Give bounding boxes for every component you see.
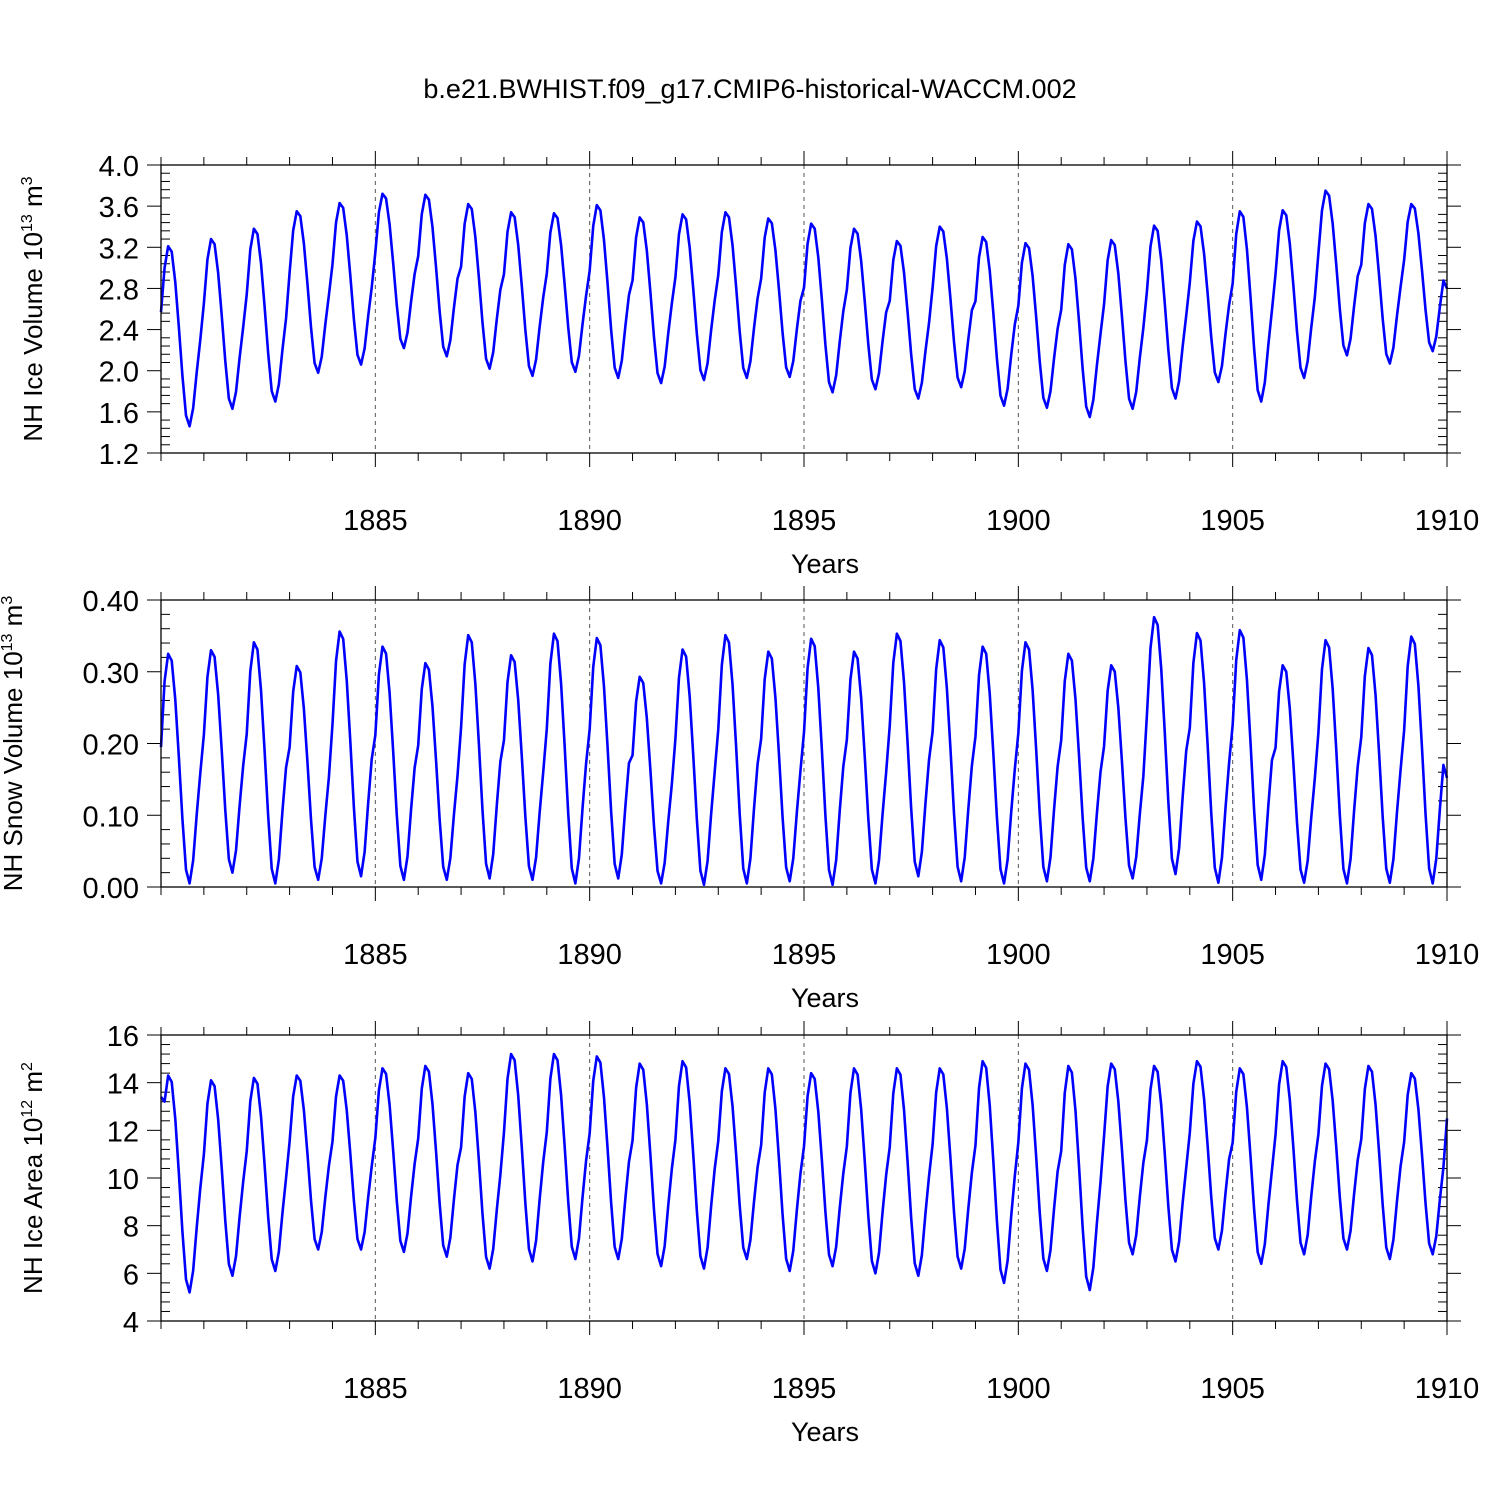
x-tick-label: 1885 (343, 1373, 408, 1405)
plot-frame (160, 1034, 1448, 1322)
x-tick-label: 1910 (1415, 505, 1480, 537)
y-tick-label: 2.0 (99, 357, 139, 389)
x-tick-label: 1885 (343, 939, 408, 971)
x-tick-label: 1910 (1415, 939, 1480, 971)
y-tick-label: 14 (107, 1069, 139, 1101)
y-tick-label: 2.4 (99, 316, 139, 348)
y-tick-label: 4 (123, 1307, 139, 1339)
y-tick-label: 4.0 (99, 151, 139, 183)
y-tick-label: 0.40 (83, 586, 139, 618)
y-tick-label: 16 (107, 1021, 139, 1053)
x-tick-label: 1890 (557, 939, 622, 971)
y-tick-label: 6 (123, 1259, 139, 1291)
x-tick-label: 1895 (772, 939, 837, 971)
y-tick-label: 1.6 (99, 398, 139, 430)
x-tick-label: 1905 (1200, 939, 1265, 971)
x-tick-label: 1900 (986, 1373, 1051, 1405)
y-axis-label: NH Ice Area 1012 m2 (18, 1062, 48, 1294)
x-tick-label: 1890 (557, 1373, 622, 1405)
y-tick-label: 8 (123, 1212, 139, 1244)
y-tick-label: 0.10 (83, 801, 139, 833)
plot-frame (160, 164, 1448, 454)
y-tick-label: 0.30 (83, 658, 139, 690)
y-tick-label: 1.2 (99, 439, 139, 471)
x-tick-label: 1910 (1415, 1373, 1480, 1405)
x-tick-label: 1890 (557, 505, 622, 537)
x-axis-label: Years (791, 983, 859, 1013)
y-axis-label: NH Snow Volume 1013 m3 (0, 596, 28, 892)
figure-title: b.e21.BWHIST.f09_g17.CMIP6-historical-WA… (423, 74, 1077, 104)
y-tick-label: 12 (107, 1116, 139, 1148)
x-tick-label: 1905 (1200, 1373, 1265, 1405)
x-tick-label: 1895 (772, 1373, 837, 1405)
y-tick-label: 0.00 (83, 873, 139, 905)
x-tick-label: 1905 (1200, 505, 1265, 537)
x-tick-label: 1885 (343, 505, 408, 537)
series-line (159, 1052, 1449, 1294)
chart-panel-3: 4 6 8 10 12 14 16 1885 1890 1895 1900 1905 1910 Years… (18, 1021, 1479, 1447)
x-axis-label: Years (791, 549, 859, 579)
chart-panel-1: 1.2 1.6 2.0 2.4 2.8 3.2 3.6 4.0 1885 1890 1895 1900… (18, 151, 1479, 579)
chart-panel-2: 0.00 0.10 0.20 0.30 0.40 1885 1890 1895 1900 1905… (0, 586, 1479, 1013)
x-axis-label: Years (791, 1417, 859, 1447)
y-tick-label: 10 (107, 1164, 139, 1196)
series-line (159, 615, 1449, 887)
x-tick-label: 1900 (986, 939, 1051, 971)
y-tick-label: 0.20 (83, 730, 139, 762)
y-tick-label: 3.6 (99, 192, 139, 224)
y-tick-label: 3.2 (99, 233, 139, 265)
series-line (159, 189, 1449, 428)
x-tick-label: 1895 (772, 505, 837, 537)
y-tick-label: 2.8 (99, 274, 139, 306)
plot-frame (160, 599, 1448, 888)
y-axis-label: NH Ice Volume 1013 m3 (18, 176, 48, 441)
x-tick-label: 1900 (986, 505, 1051, 537)
